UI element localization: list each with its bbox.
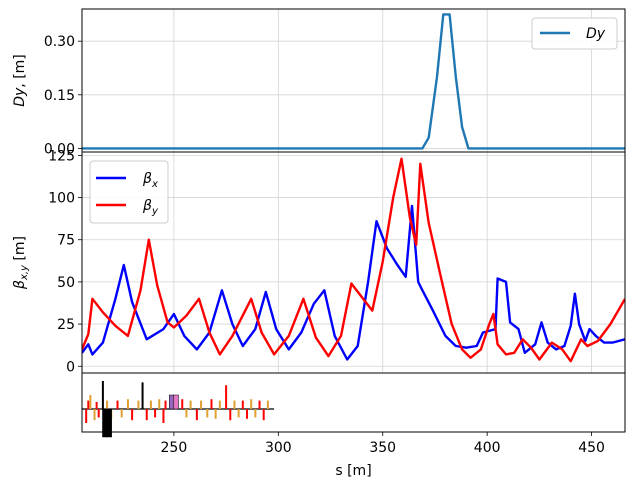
lattice-element-wide (173, 394, 179, 410)
x-tick-label: 350 (369, 440, 396, 456)
y-tick-label: 50 (57, 275, 75, 291)
y-tick-label: 75 (57, 233, 75, 249)
lattice-element (214, 409, 217, 419)
lattice-element (106, 400, 109, 409)
legend-dy: Dy (531, 17, 618, 50)
legend-label-beta-x: βx (142, 171, 158, 190)
lattice-element (164, 400, 167, 409)
lattice-element (93, 409, 96, 421)
lattice-element (245, 409, 248, 419)
legend-label-beta-y: βy (142, 198, 159, 217)
lattice-element (116, 400, 119, 409)
lattice-element (218, 400, 221, 409)
lattice-element (95, 402, 98, 409)
lattice-element (195, 409, 198, 421)
series-line-beta-y (82, 157, 625, 363)
lattice-element (189, 400, 192, 409)
x-tick-label: 400 (474, 440, 501, 456)
lattice-element (200, 400, 203, 409)
x-tick-label: 450 (578, 440, 605, 456)
x-tick-label: 250 (161, 440, 188, 456)
lattice-element (237, 409, 240, 418)
lattice-panel: 250 300 350 400 450 s [m] (82, 381, 605, 479)
lattice-element (101, 381, 104, 409)
panel-frame (81, 372, 626, 433)
lattice-element (233, 400, 236, 409)
lattice-element (185, 409, 188, 418)
lattice-element (126, 399, 129, 409)
y-tick-label: 0.30 (44, 34, 75, 50)
lattice-element (158, 399, 161, 409)
y-tick-label: 0 (66, 359, 75, 375)
lattice-element (131, 409, 134, 421)
y-tick-label: 0.15 (44, 88, 75, 104)
y-tick-label: 100 (48, 191, 75, 207)
series-line-beta-x (82, 204, 625, 361)
lattice-element (162, 409, 165, 423)
x-axis-label: s [m] (335, 463, 371, 479)
lattice-element (254, 409, 257, 418)
lattice-element (154, 409, 157, 418)
lattice-element (120, 409, 123, 418)
lattice-element (145, 409, 148, 421)
lattice-element (210, 399, 213, 409)
lattice-element (97, 409, 100, 418)
lattice-element (206, 409, 209, 418)
lattice-element (225, 385, 228, 409)
legend-label-dy: Dy (586, 26, 606, 42)
lattice-element (85, 409, 88, 423)
lattice-element (262, 409, 265, 421)
x-tick-label: 300 (265, 440, 292, 456)
lattice-element (149, 400, 152, 409)
y-axis-label: βx,y [m] (12, 236, 30, 290)
y-tick-label: 25 (57, 317, 75, 333)
lattice-element (241, 400, 244, 409)
legend-box (89, 160, 169, 224)
series-line-dy (82, 13, 625, 150)
beta-panel: 0 25 50 75 100 125 βx,y [m] (12, 148, 625, 375)
lattice-element (137, 400, 140, 409)
lattice-element (141, 382, 144, 409)
lattice-element (258, 400, 261, 409)
lattice-element (87, 400, 90, 409)
lattice-element (229, 409, 232, 421)
legend-beta: βx βy (89, 160, 169, 224)
y-tick-label: 0.00 (44, 141, 75, 157)
dy-panel: 0.00 0.15 0.30 Dy, [m] (12, 9, 625, 157)
lattice-element (250, 399, 253, 409)
y-axis-label: Dy, [m] (12, 54, 28, 107)
lattice-element-wide (106, 408, 112, 438)
lattice-element (266, 400, 269, 409)
y-tick-label: 125 (48, 148, 75, 164)
lattice-element (89, 395, 92, 409)
legend-box (531, 17, 618, 50)
lattice-element (181, 399, 184, 409)
